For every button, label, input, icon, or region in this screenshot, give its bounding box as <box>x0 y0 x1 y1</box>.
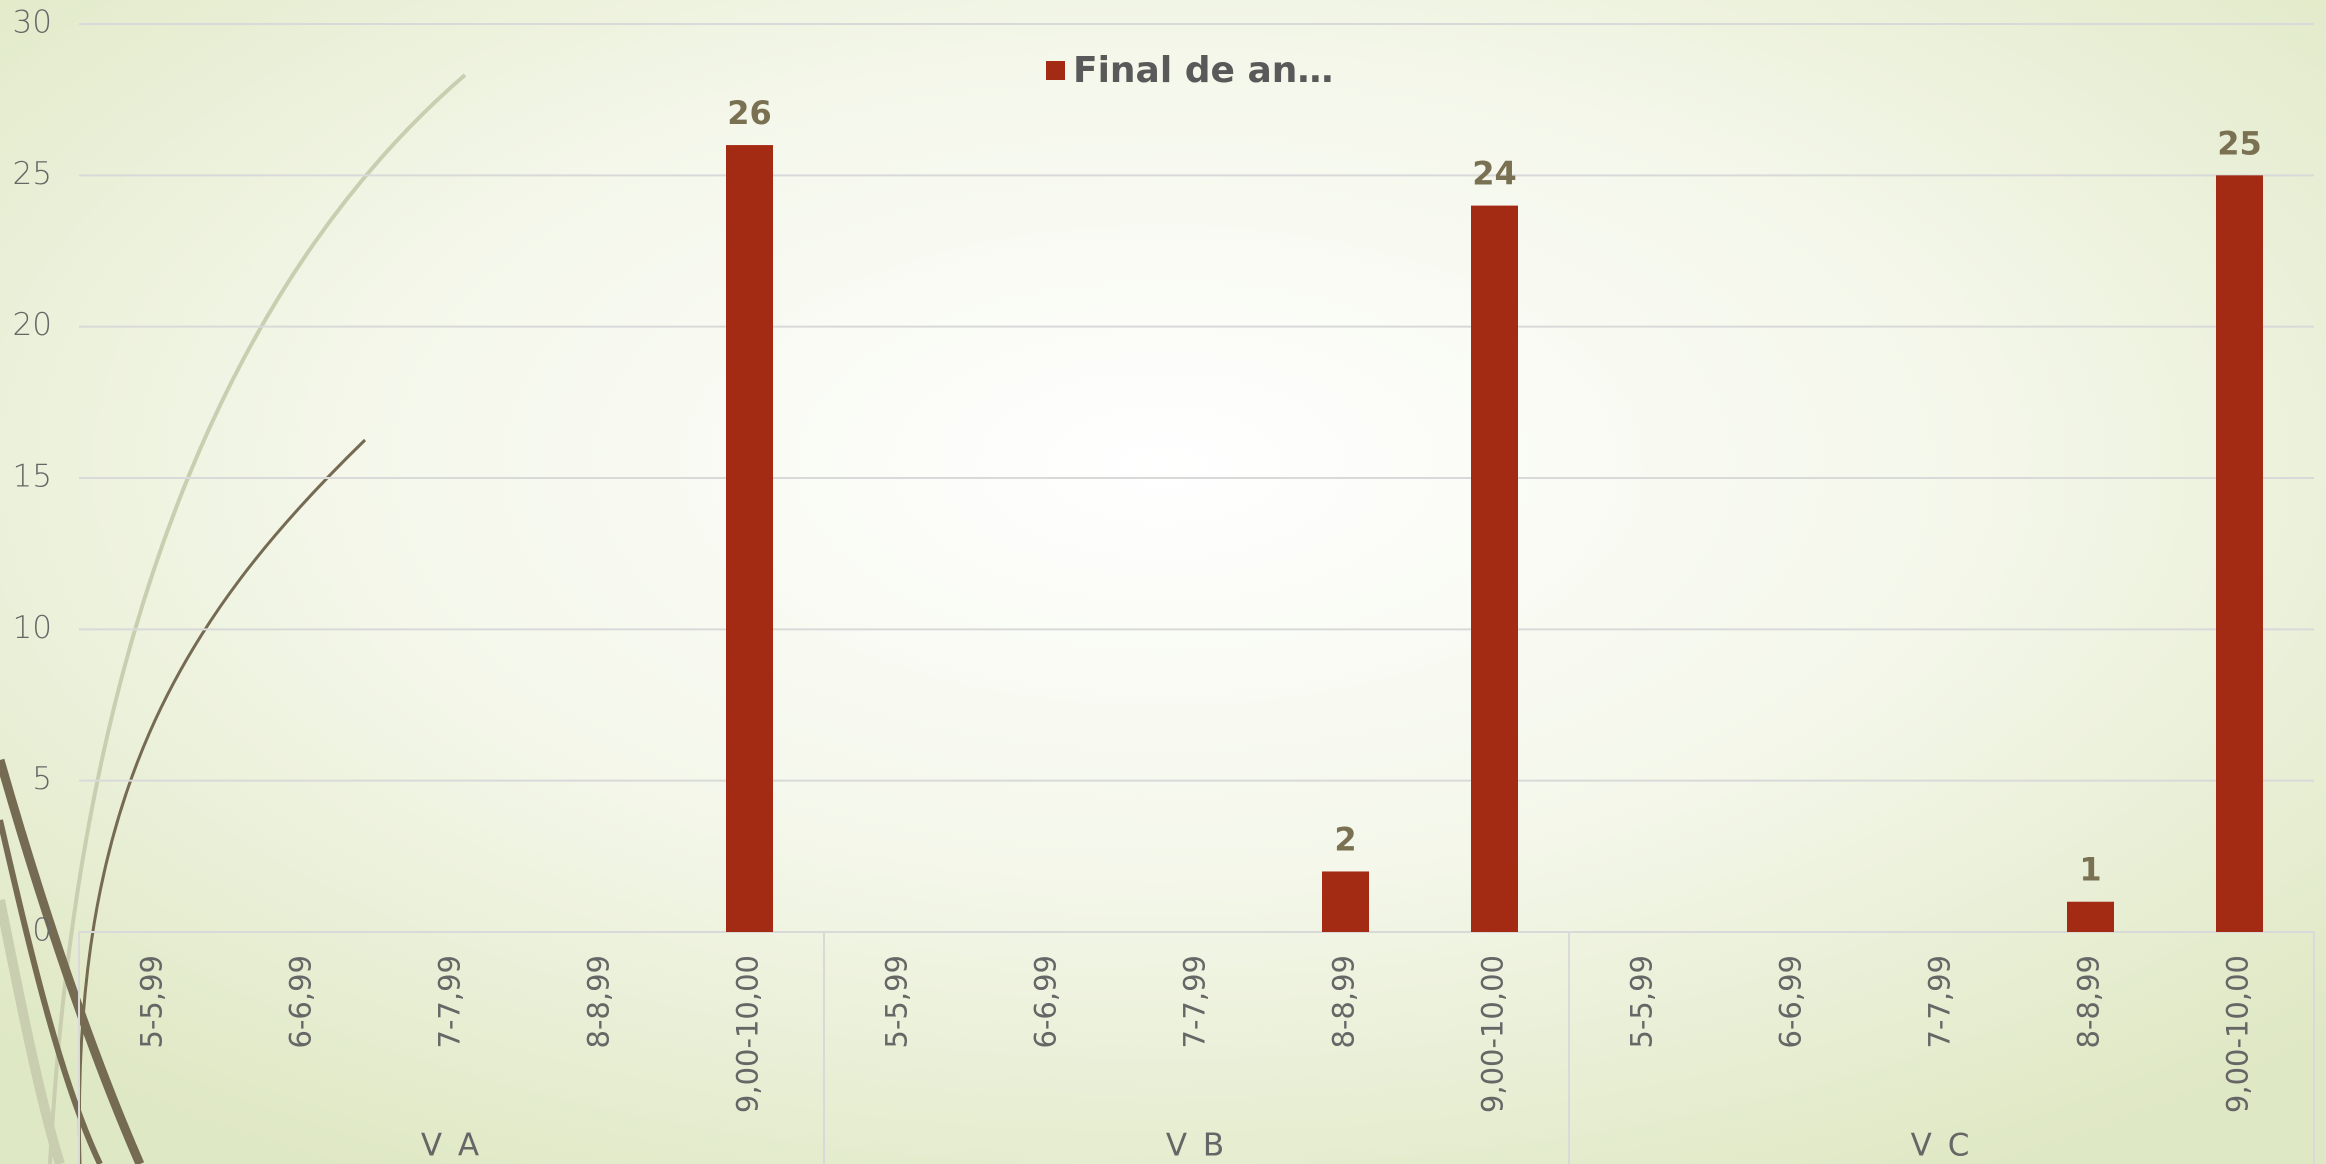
curve <box>0 819 103 1164</box>
group-label: V C <box>1911 1128 1973 1164</box>
x-tick-label: 7-7,99 <box>1178 955 1212 1049</box>
x-tick-label: 5-5,99 <box>135 955 169 1049</box>
legend-label: Final de an… <box>1073 50 1333 91</box>
x-tick-label: 5-5,99 <box>880 955 914 1049</box>
x-tick-label: 9,00-10,00 <box>1476 955 1510 1113</box>
y-tick-label: 15 <box>13 459 52 495</box>
y-tick-label: 0 <box>32 913 52 949</box>
y-tick-label: 20 <box>13 307 52 343</box>
y-tick-label: 25 <box>13 156 52 192</box>
value-label: 26 <box>727 94 772 132</box>
curve <box>0 758 145 1164</box>
y-tick-label: 5 <box>32 761 52 797</box>
bar <box>1322 871 1369 932</box>
x-tick-label: 6-6,99 <box>1774 955 1808 1049</box>
bar <box>726 145 773 933</box>
x-tick-label: 6-6,99 <box>284 955 318 1049</box>
value-label: 25 <box>2217 124 2262 162</box>
bar <box>2216 175 2263 933</box>
bar <box>1471 205 1518 933</box>
x-tick-label: 7-7,99 <box>433 955 467 1049</box>
x-tick-label: 5-5,99 <box>1625 955 1659 1049</box>
x-tick-label: 8-8,99 <box>1327 955 1361 1049</box>
y-tick-label: 30 <box>13 5 52 41</box>
group-label: V A <box>421 1128 482 1164</box>
curve <box>0 899 65 1164</box>
value-label: 2 <box>1334 820 1356 858</box>
x-tick-label: 9,00-10,00 <box>2221 955 2255 1113</box>
x-tick-label: 8-8,99 <box>2072 955 2106 1049</box>
group-label: V B <box>1166 1128 1227 1164</box>
legend-swatch <box>1046 61 1065 80</box>
x-tick-label: 6-6,99 <box>1029 955 1063 1049</box>
x-tick-label: 9,00-10,00 <box>731 955 765 1113</box>
value-label: 1 <box>2079 851 2101 889</box>
value-label: 24 <box>1472 155 1517 193</box>
x-tick-label: 8-8,99 <box>582 955 616 1049</box>
bar <box>2067 901 2114 932</box>
y-tick-label: 10 <box>13 610 52 646</box>
x-tick-label: 7-7,99 <box>1923 955 1957 1049</box>
